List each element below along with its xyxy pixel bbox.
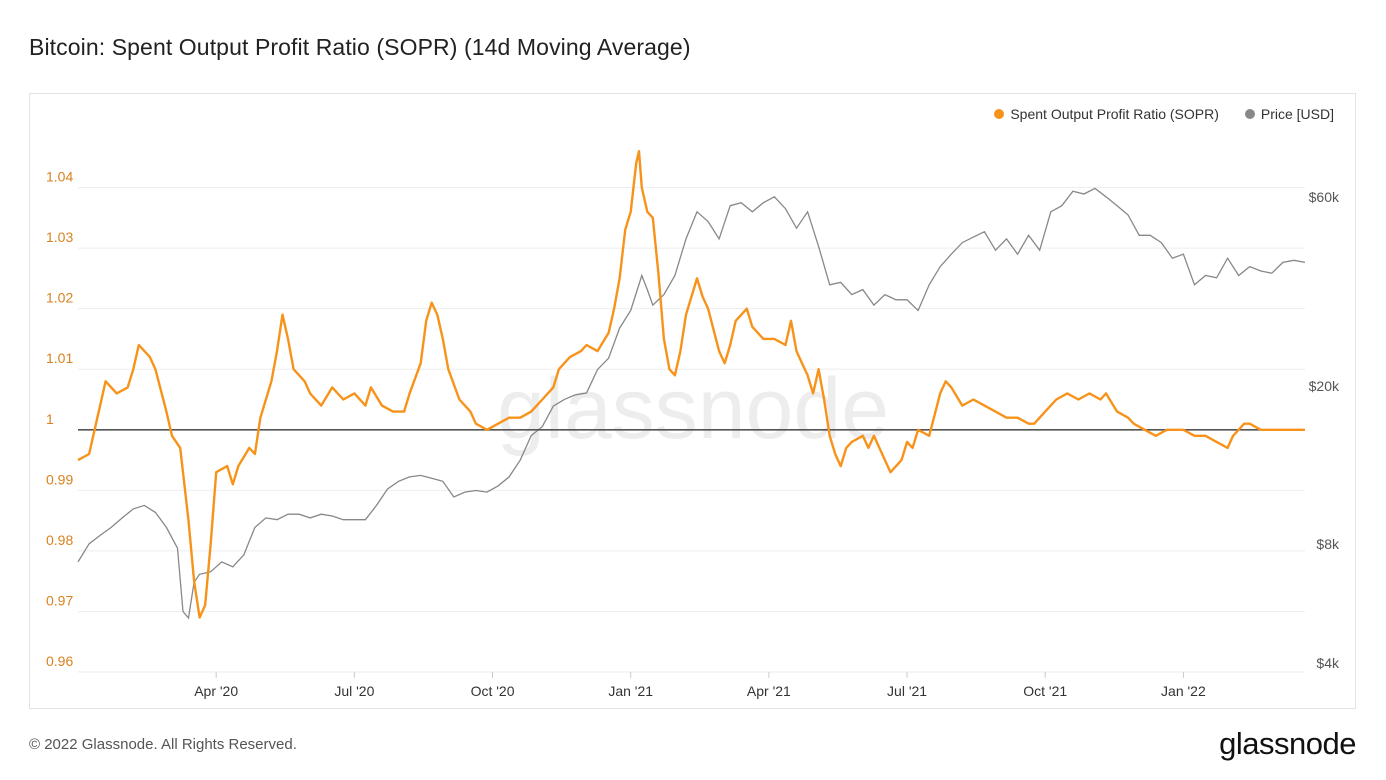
x-axis: Apr '20 Jul '20 Oct '20 Jan '21 Apr '21 Jul '… bbox=[194, 672, 1206, 699]
legend-label-sopr: Spent Output Profit Ratio (SOPR) bbox=[1010, 106, 1219, 122]
right-tick-label: $4k bbox=[1316, 655, 1340, 671]
left-tick-label: 0.99 bbox=[46, 471, 73, 487]
legend-item-sopr[interactable]: Spent Output Profit Ratio (SOPR) bbox=[994, 106, 1219, 122]
legend-label-price: Price [USD] bbox=[1260, 106, 1334, 122]
right-axis: $4k $8k $20k $60k bbox=[1309, 189, 1340, 671]
left-tick-label: 1.02 bbox=[46, 290, 73, 306]
x-tick-label: Apr '20 bbox=[194, 683, 238, 699]
left-tick-label: 1.03 bbox=[46, 229, 73, 245]
x-tick-label: Jul '20 bbox=[334, 683, 374, 699]
legend-dot-sopr bbox=[994, 109, 1005, 119]
price-series-line[interactable] bbox=[77, 187, 1306, 620]
x-tick-label: Oct '21 bbox=[1023, 683, 1067, 699]
x-tick-label: Apr '21 bbox=[747, 683, 791, 699]
legend-item-price[interactable]: Price [USD] bbox=[1244, 106, 1334, 122]
legend-dot-price bbox=[1244, 109, 1255, 119]
left-tick-label: 1 bbox=[46, 411, 54, 427]
x-tick-label: Jan '22 bbox=[1161, 683, 1206, 699]
left-tick-label: 0.97 bbox=[46, 592, 73, 608]
left-axis: 0.96 0.97 0.98 0.99 1 1.01 1.02 1.03 1.04 bbox=[46, 169, 73, 669]
left-tick-label: 0.96 bbox=[46, 653, 73, 669]
x-tick-label: Jul '21 bbox=[887, 683, 927, 699]
x-tick-label: Jan '21 bbox=[608, 683, 653, 699]
x-tick-label: Oct '20 bbox=[471, 683, 515, 699]
chart-title: Bitcoin: Spent Output Profit Ratio (SOPR… bbox=[29, 34, 691, 60]
right-tick-label: $60k bbox=[1309, 189, 1340, 205]
left-tick-label: 1.04 bbox=[46, 169, 73, 185]
legend: Spent Output Profit Ratio (SOPR) Price [… bbox=[994, 106, 1334, 122]
brand-logo[interactable]: glassnode bbox=[1219, 726, 1356, 761]
sopr-series-line[interactable] bbox=[77, 150, 1305, 619]
copyright: © 2022 Glassnode. All Rights Reserved. bbox=[29, 736, 297, 753]
chart-frame bbox=[29, 93, 1356, 709]
right-tick-label: $8k bbox=[1316, 536, 1340, 552]
watermark: glassnode bbox=[497, 361, 889, 457]
grid-lines bbox=[78, 187, 1305, 673]
left-tick-label: 1.01 bbox=[46, 350, 73, 366]
left-tick-label: 0.98 bbox=[46, 532, 73, 548]
right-tick-label: $20k bbox=[1309, 378, 1340, 394]
